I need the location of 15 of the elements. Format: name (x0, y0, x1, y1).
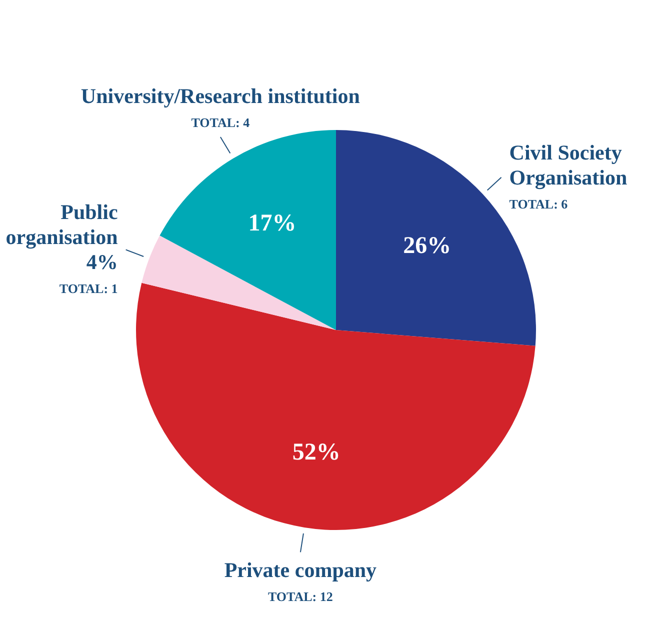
data-label: 52% (292, 439, 340, 466)
slice-label: University/Research institution (80, 84, 360, 108)
slice-label: Private company (224, 558, 378, 582)
pie-slice (142, 236, 336, 330)
text: TOTAL: 6 (509, 196, 568, 212)
data-label: 4% (86, 250, 118, 274)
data-label: 17% (248, 210, 296, 237)
pie-slice (136, 282, 536, 530)
slice-label: Civil Society Organisation (509, 140, 628, 190)
text: TOTAL: 12 (268, 589, 333, 604)
data-label: 26% (403, 232, 452, 259)
slice-label: Public organisation (6, 200, 118, 250)
text: TOTAL: 1 (59, 281, 118, 296)
text: TOTAL: 4 (191, 114, 250, 130)
pie-slice (160, 130, 336, 330)
